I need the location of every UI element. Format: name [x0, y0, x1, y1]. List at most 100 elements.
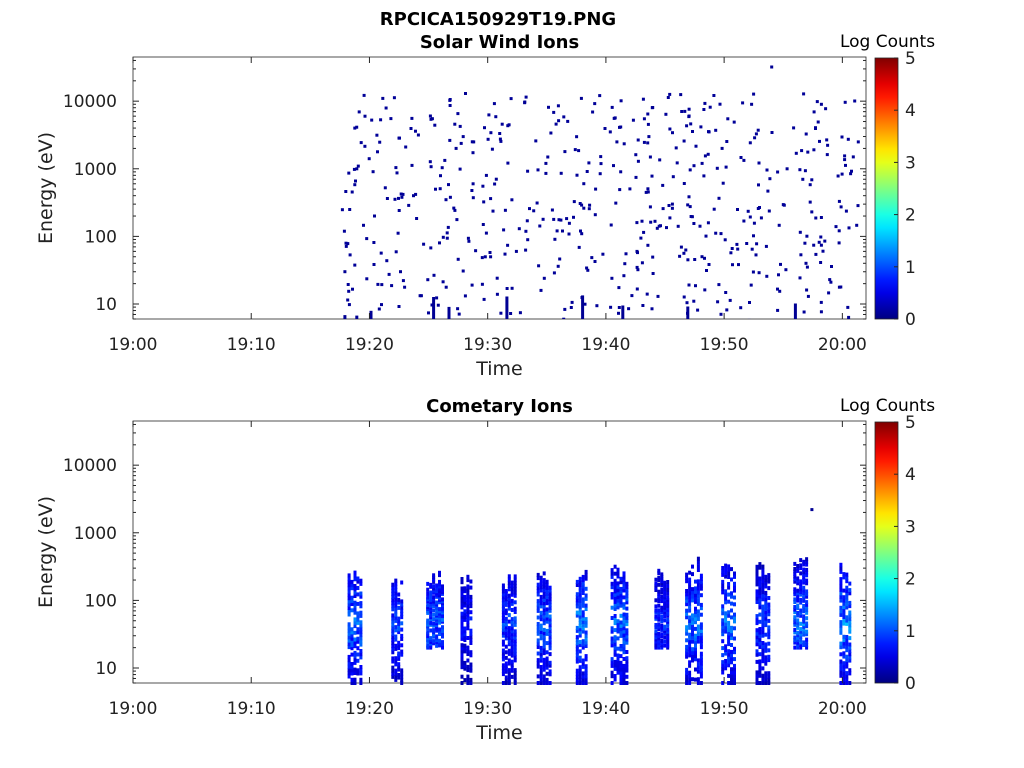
- heatmap-cell: [685, 631, 689, 636]
- heatmap-cell: [766, 189, 770, 193]
- heatmap-cell: [548, 672, 552, 677]
- heatmap-cell: [793, 640, 797, 645]
- heatmap-cell: [759, 216, 763, 220]
- heatmap-cell: [694, 284, 697, 288]
- heatmap-cell: [466, 648, 470, 653]
- heatmap-cell: [742, 219, 746, 223]
- heatmap-cell: [799, 608, 803, 613]
- heatmap-cell: [696, 635, 700, 640]
- heatmap-cell: [691, 628, 694, 633]
- heatmap-cell: [764, 619, 768, 624]
- heatmap-cell: [661, 207, 665, 211]
- heatmap-cell: [699, 668, 703, 672]
- heatmap-cell: [793, 574, 797, 579]
- heatmap-cell: [575, 595, 579, 600]
- heatmap-cell: [444, 285, 448, 289]
- heatmap-cell: [435, 296, 439, 300]
- heatmap-cell: [686, 203, 690, 207]
- heatmap-cell: [654, 585, 658, 590]
- heatmap-cell: [578, 640, 582, 644]
- heatmap-cell: [582, 182, 586, 186]
- panel1-xtick-label: 20:00: [818, 335, 867, 355]
- heatmap-cell: [575, 681, 579, 685]
- heatmap-cell: [794, 151, 798, 155]
- heatmap-cell: [830, 265, 833, 268]
- heatmap-cell: [730, 608, 733, 613]
- heatmap-cell: [539, 674, 543, 679]
- heatmap-cell: [848, 620, 852, 625]
- heatmap-cell: [660, 594, 664, 599]
- heatmap-cell: [610, 592, 614, 597]
- heatmap-cell: [855, 223, 859, 227]
- heatmap-cell: [767, 618, 771, 623]
- heatmap-cell: [688, 643, 692, 648]
- heatmap-cell: [397, 630, 401, 635]
- heatmap-cell: [757, 161, 761, 165]
- heatmap-cell: [802, 92, 806, 96]
- panel1-xlabel: Time: [475, 358, 523, 380]
- heatmap-cell: [798, 168, 802, 172]
- heatmap-cell: [692, 164, 696, 168]
- heatmap-cell: [359, 601, 363, 606]
- heatmap-cell: [691, 635, 694, 640]
- heatmap-cell: [539, 288, 543, 292]
- heatmap-cell: [764, 581, 768, 586]
- heatmap-cell: [685, 598, 689, 603]
- panel2-plot-area: [132, 420, 867, 684]
- heatmap-cell: [717, 283, 721, 287]
- heatmap-cell: [727, 575, 731, 579]
- heatmap-cell: [510, 623, 514, 628]
- heatmap-cell: [687, 107, 691, 111]
- heatmap-cell: [513, 577, 517, 582]
- heatmap-cell: [584, 593, 588, 598]
- heatmap-cell: [501, 681, 505, 685]
- heatmap-cell: [513, 645, 517, 650]
- heatmap-cell: [397, 597, 401, 602]
- heatmap-cell: [799, 590, 803, 594]
- heatmap-cell: [359, 623, 363, 628]
- heatmap-cell: [730, 247, 734, 250]
- heatmap-cell: [721, 579, 725, 584]
- heatmap-cell: [584, 603, 588, 608]
- heatmap-cell: [721, 625, 725, 630]
- heatmap-cell: [754, 253, 758, 257]
- heatmap-cell: [548, 594, 552, 599]
- heatmap-cell: [350, 598, 354, 603]
- heatmap-cell: [848, 613, 852, 618]
- heatmap-cell: [796, 633, 800, 638]
- heatmap-cell: [407, 203, 411, 207]
- heatmap-cell: [466, 645, 470, 650]
- heatmap-cell: [438, 620, 441, 625]
- heatmap-cell: [778, 289, 782, 293]
- heatmap-cell: [359, 594, 363, 599]
- heatmap-cell: [501, 589, 505, 594]
- heatmap-cell: [459, 141, 463, 145]
- panel2-ytick-label: 1000: [74, 524, 117, 544]
- heatmap-cell: [507, 574, 511, 579]
- heatmap-cell: [619, 664, 623, 669]
- heatmap-cell: [350, 595, 354, 600]
- heatmap-cell: [507, 629, 511, 634]
- heatmap-cell: [356, 639, 360, 644]
- heatmap-cell: [691, 620, 694, 625]
- heatmap-cell: [400, 633, 404, 638]
- heatmap-cell: [542, 631, 546, 636]
- heatmap-cell: [696, 568, 700, 572]
- heatmap-cell: [460, 580, 464, 585]
- heatmap-cell: [793, 617, 797, 622]
- heatmap-cell: [622, 595, 626, 600]
- heatmap-cell: [584, 664, 588, 669]
- heatmap-cell: [699, 655, 703, 659]
- heatmap-cell: [353, 617, 357, 622]
- heatmap-cell: [400, 681, 404, 685]
- heatmap-cell: [765, 274, 769, 278]
- heatmap-cell: [503, 208, 507, 212]
- heatmap-cell: [510, 638, 514, 643]
- heatmap-cell: [805, 616, 809, 621]
- heatmap-cell: [842, 634, 846, 639]
- heatmap-cell: [758, 645, 762, 649]
- heatmap-cell: [494, 177, 498, 181]
- heatmap-cell: [845, 579, 849, 584]
- heatmap-cell: [694, 616, 697, 621]
- heatmap-cell: [721, 681, 725, 685]
